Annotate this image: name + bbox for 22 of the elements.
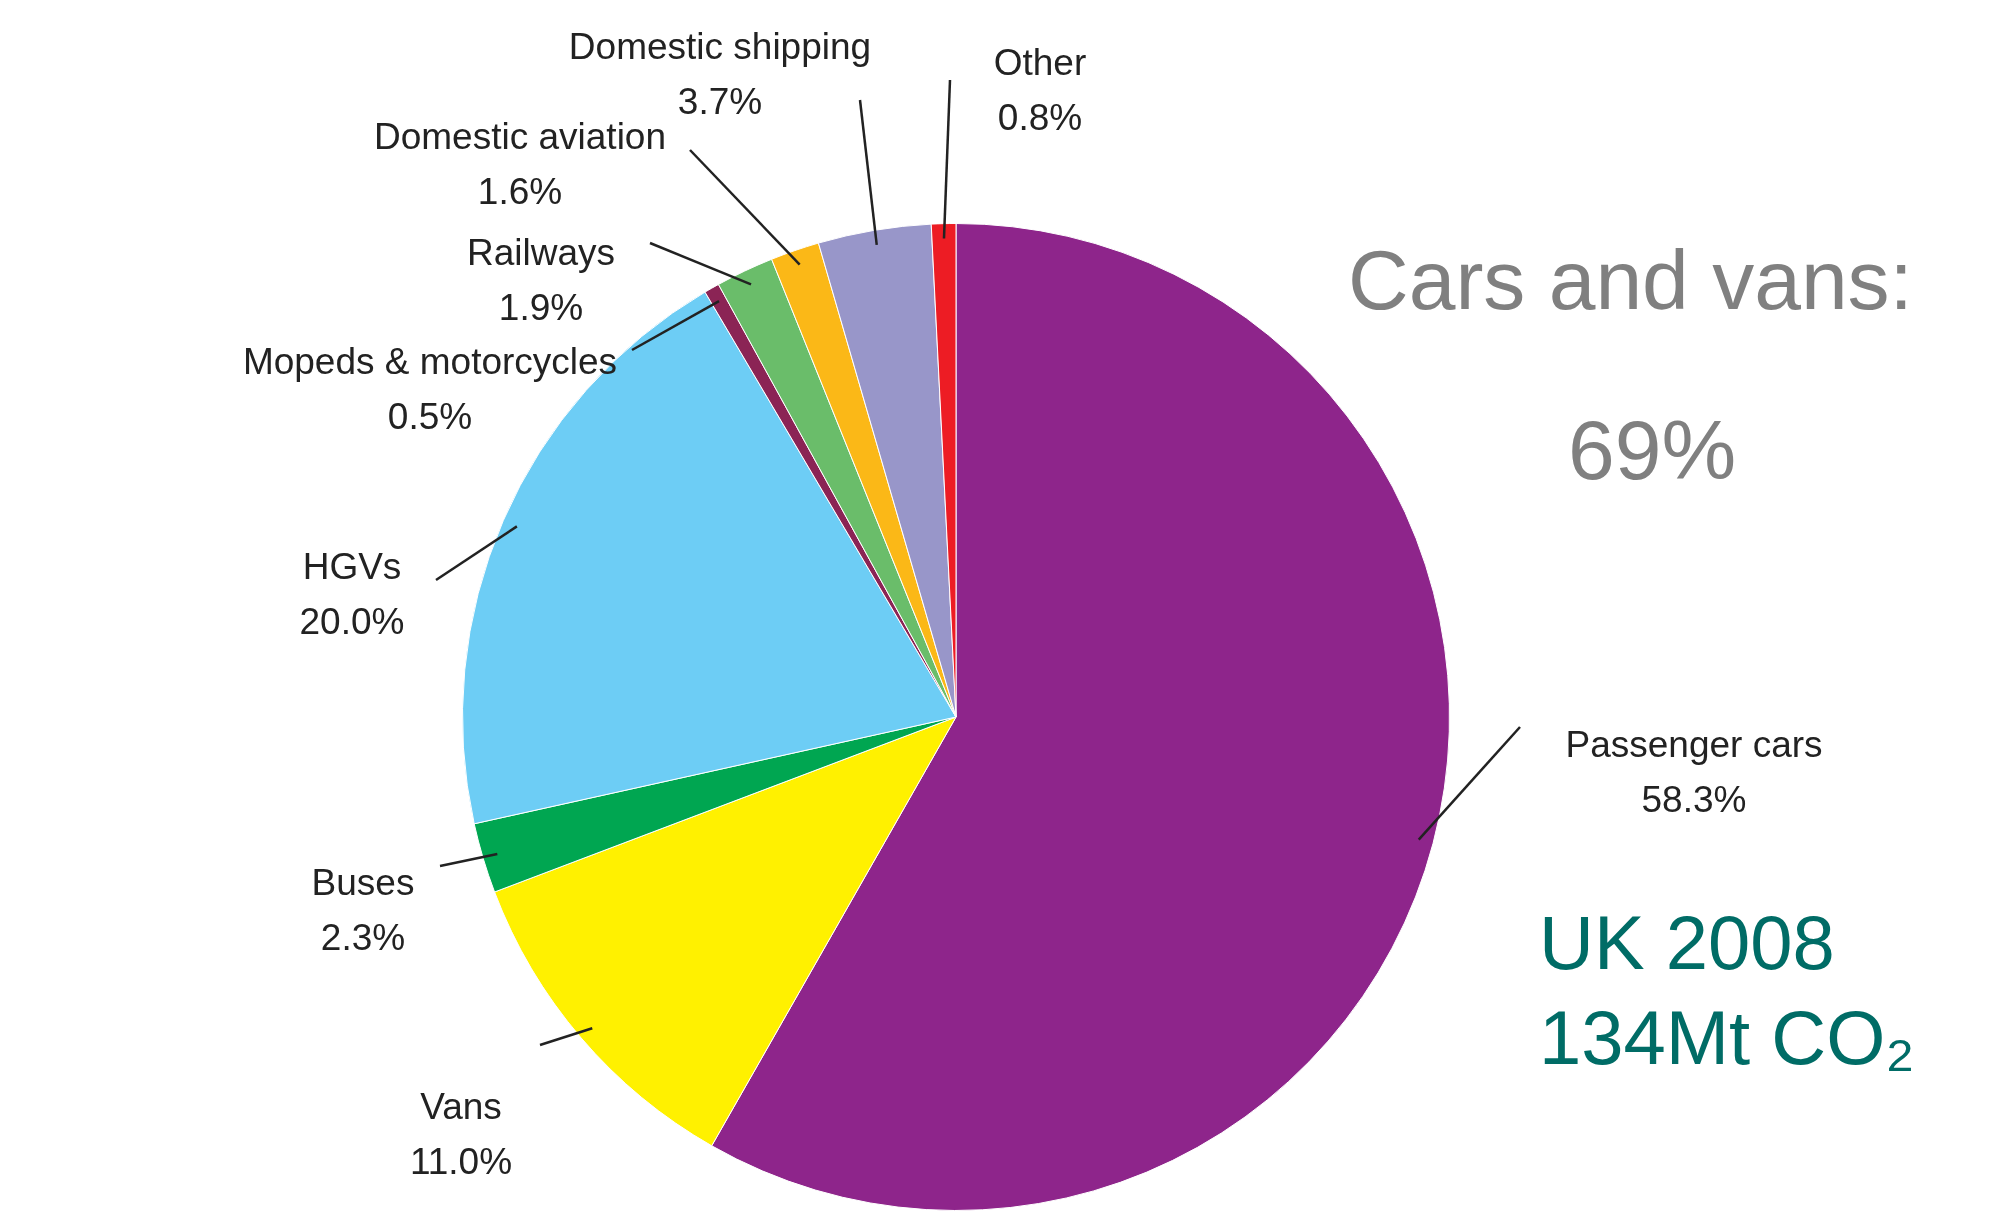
data-label: 0.5% xyxy=(387,395,473,437)
data-label: 0.8% xyxy=(997,96,1083,138)
slice-label: Other xyxy=(993,41,1087,83)
slice-label: Railways xyxy=(466,231,616,273)
text: 69% xyxy=(1568,403,1737,497)
slice-label: Mopeds & motorcycles xyxy=(242,340,618,382)
slice-label: Domestic shipping xyxy=(568,25,872,67)
text: Cars and vans: xyxy=(1348,233,1913,327)
slice-label: Buses xyxy=(311,861,415,903)
data-label: 58.3% xyxy=(1641,778,1747,820)
data-label: 11.0% xyxy=(409,1140,513,1182)
data-label: 20.0% xyxy=(299,600,405,642)
slice-label: Vans xyxy=(420,1085,502,1127)
data-label: 3.7% xyxy=(677,80,763,122)
text: 134Mt CO₂ xyxy=(1539,995,1915,1080)
slice-label: Domestic aviation xyxy=(373,115,667,157)
data-label: 1.6% xyxy=(477,170,563,212)
text: UK 2008 xyxy=(1539,900,1835,985)
data-label: 1.9% xyxy=(498,286,584,328)
slice-label: Passenger cars xyxy=(1565,723,1823,765)
slice-label: HGVs xyxy=(302,545,402,587)
data-label: 2.3% xyxy=(320,916,406,958)
